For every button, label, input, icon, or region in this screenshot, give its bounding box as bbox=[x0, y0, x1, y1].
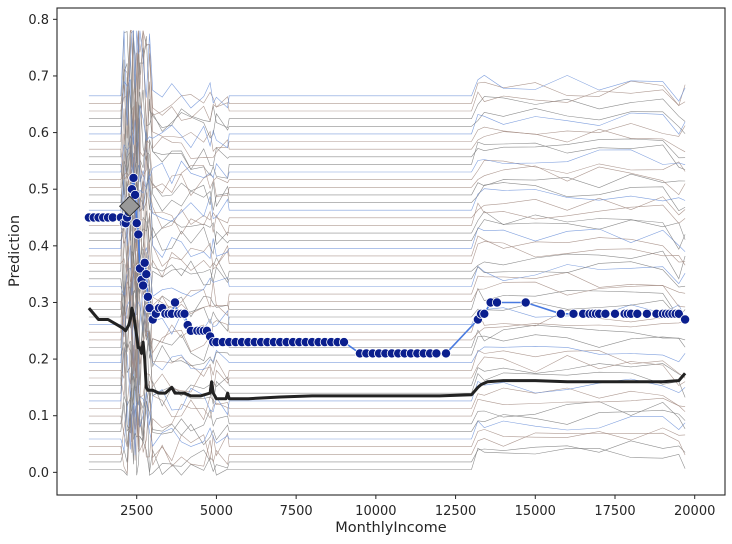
ice-line bbox=[88, 30, 686, 135]
highlighted-point bbox=[641, 308, 652, 319]
highlighted-point bbox=[568, 308, 579, 319]
instance-diamond-marker bbox=[118, 195, 141, 217]
x-tick-label: 17500 bbox=[594, 504, 635, 519]
ice-line bbox=[88, 152, 686, 268]
ice-line bbox=[88, 29, 686, 139]
average-prediction-line bbox=[87, 306, 687, 401]
x-tick-label: 10000 bbox=[355, 504, 396, 519]
ice-line bbox=[88, 169, 686, 292]
highlighted-point bbox=[169, 297, 180, 308]
ice-line bbox=[88, 79, 686, 149]
x-tick-label: 12500 bbox=[435, 504, 476, 519]
ice-line bbox=[88, 373, 686, 467]
y-axis-label: Prediction bbox=[7, 215, 23, 287]
x-axis-label: MonthlyIncome bbox=[335, 520, 446, 536]
y-tick-label: 0.6 bbox=[28, 126, 49, 141]
highlighted-point bbox=[130, 189, 141, 200]
y-tick-label: 0.4 bbox=[28, 239, 49, 254]
y-tick-label: 0.3 bbox=[28, 296, 49, 311]
highlighted-point bbox=[179, 308, 190, 319]
y-tick-label: 0.2 bbox=[28, 353, 49, 368]
y-tick-label: 0.8 bbox=[28, 13, 49, 28]
x-tick-label: 2500 bbox=[120, 504, 153, 519]
ice-line bbox=[88, 29, 686, 126]
instance-marker-group bbox=[118, 195, 141, 217]
ice-line bbox=[88, 30, 686, 212]
ice-line bbox=[88, 342, 686, 398]
highlighted-point bbox=[440, 348, 451, 359]
highlighted-point bbox=[491, 297, 502, 308]
highlighted-point bbox=[520, 297, 531, 308]
highlighted-point bbox=[479, 308, 490, 319]
ice-line bbox=[88, 89, 686, 241]
x-tick-label: 5000 bbox=[200, 504, 233, 519]
x-tick-label: 20000 bbox=[674, 504, 715, 519]
ice-line bbox=[88, 44, 686, 181]
highlighted-point bbox=[139, 257, 150, 268]
highlighted-point bbox=[131, 218, 142, 229]
y-axis-ticks: 0.0 0.1 0.2 0.3 0.4 0.5 0.6 0.7 0.8 bbox=[28, 13, 57, 481]
ice-line bbox=[88, 276, 686, 381]
y-tick-label: 0.7 bbox=[28, 69, 49, 84]
highlighted-point bbox=[632, 308, 643, 319]
highlighted-point bbox=[555, 308, 566, 319]
ice-line bbox=[88, 74, 686, 195]
ice-line bbox=[88, 245, 686, 318]
y-tick-label: 0.0 bbox=[28, 466, 49, 481]
ice-line bbox=[88, 190, 686, 297]
x-tick-label: 15000 bbox=[515, 504, 556, 519]
ice-line bbox=[88, 245, 686, 298]
highlighted-points-group bbox=[83, 172, 691, 359]
average-line-group bbox=[87, 306, 687, 401]
y-tick-label: 0.5 bbox=[28, 183, 49, 198]
highlighted-point bbox=[600, 308, 611, 319]
highlighted-point bbox=[133, 229, 144, 240]
x-axis-ticks: 2500 5000 7500 10000 12500 15000 17500 20000 bbox=[120, 495, 715, 519]
ice-line bbox=[88, 263, 686, 436]
highlighted-point bbox=[338, 337, 349, 348]
highlighted-point bbox=[142, 291, 153, 302]
ice-line bbox=[88, 283, 686, 337]
highlighted-point bbox=[141, 269, 152, 280]
highlighted-point bbox=[128, 172, 139, 183]
highlighted-point bbox=[138, 280, 149, 291]
highlighted-point bbox=[673, 308, 684, 319]
ice-line bbox=[88, 392, 686, 474]
ice-line bbox=[88, 81, 686, 188]
highlighted-point bbox=[610, 308, 621, 319]
highlighted-point bbox=[680, 314, 691, 325]
ice-line bbox=[88, 306, 686, 391]
ice-line bbox=[88, 252, 686, 309]
y-tick-label: 0.1 bbox=[28, 409, 49, 424]
highlighted-point bbox=[431, 348, 442, 359]
x-tick-label: 7500 bbox=[280, 504, 313, 519]
